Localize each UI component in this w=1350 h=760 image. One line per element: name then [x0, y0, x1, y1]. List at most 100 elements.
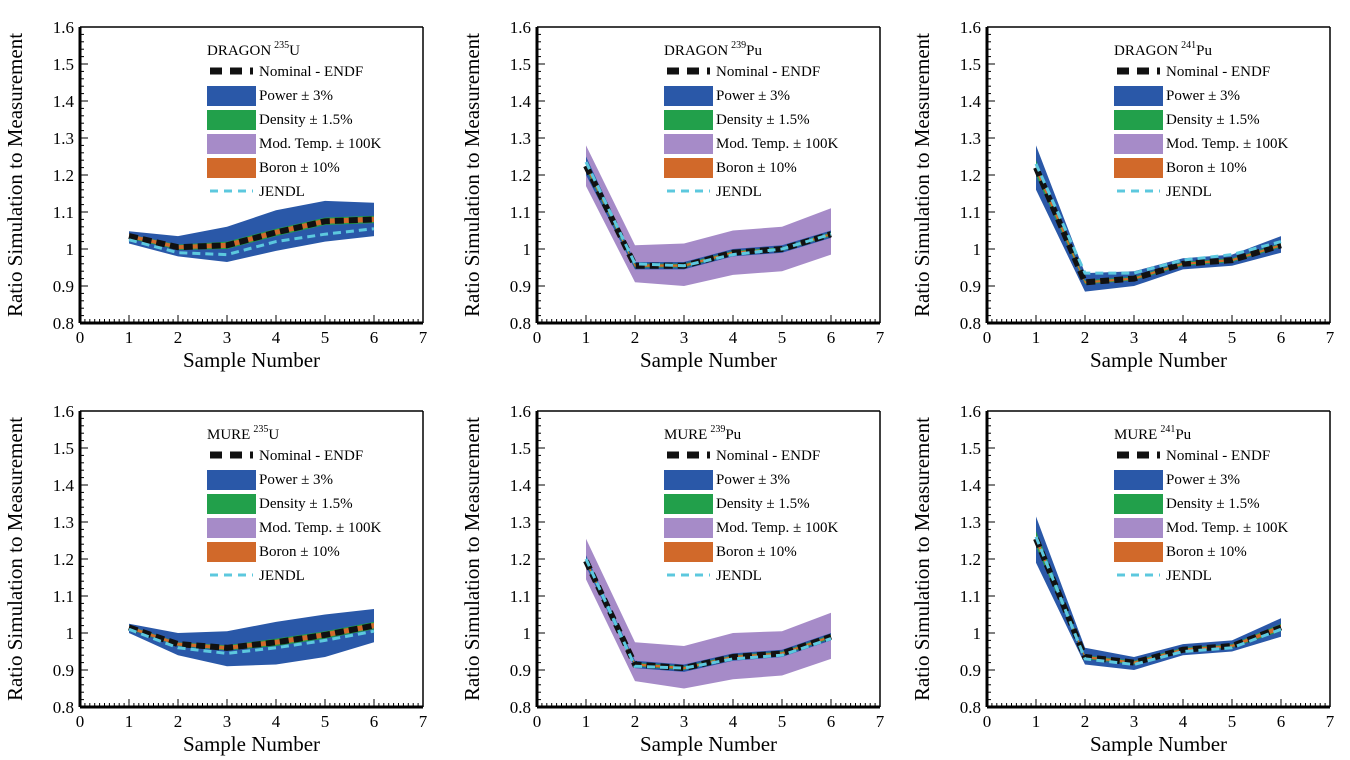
y-tick-label: 0.9 [53, 661, 74, 680]
x-tick-label: 6 [1277, 712, 1286, 731]
legend-item: Nominal - ENDF [210, 448, 363, 464]
panel-title: MURE 239Pu [664, 424, 742, 443]
legend-label: Density ± 1.5% [1166, 496, 1260, 512]
x-tick-label: 2 [174, 712, 183, 731]
legend-swatch [664, 542, 713, 562]
y-tick-label: 1.3 [53, 513, 74, 532]
legend-swatch [664, 110, 713, 130]
legend-label: Density ± 1.5% [716, 112, 810, 128]
legend-label: Mod. Temp. ± 100K [1166, 136, 1288, 152]
x-axis-title: Sample Number [640, 348, 777, 372]
x-tick-label: 4 [729, 712, 738, 731]
y-tick-label: 1.5 [510, 439, 531, 458]
y-tick-label: 0.8 [510, 698, 531, 717]
y-tick-label: 1.3 [960, 129, 981, 148]
legend-label: Nominal - ENDF [1166, 448, 1270, 464]
y-tick-label: 1.5 [960, 439, 981, 458]
x-tick-label: 1 [582, 328, 591, 347]
y-tick-label: 1.1 [53, 203, 74, 222]
y-tick-label: 1.3 [510, 513, 531, 532]
x-tick-label: 3 [680, 712, 689, 731]
y-tick-label: 1.2 [960, 550, 981, 569]
y-tick-label: 1.4 [960, 92, 982, 111]
legend-label: Nominal - ENDF [716, 448, 820, 464]
legend-label: Nominal - ENDF [716, 64, 820, 80]
legend-item: JENDL [667, 184, 762, 200]
x-tick-label: 4 [272, 328, 281, 347]
legend-item: JENDL [667, 568, 762, 584]
x-tick-label: 4 [1179, 712, 1188, 731]
legend-swatch [1114, 518, 1163, 538]
y-tick-label: 1.2 [510, 166, 531, 185]
x-tick-label: 4 [1179, 328, 1188, 347]
panel-title: DRAGON 241Pu [1114, 40, 1213, 59]
line-nominal-endf [128, 622, 375, 651]
legend-item: Power ± 3% [664, 470, 790, 490]
legend-label: Mod. Temp. ± 100K [1166, 520, 1288, 536]
x-tick-label: 3 [223, 712, 232, 731]
y-tick-label: 1.6 [53, 402, 74, 421]
y-tick-label: 0.9 [53, 277, 74, 296]
x-tick-label: 5 [321, 328, 330, 347]
legend-label: JENDL [716, 184, 762, 200]
legend-item: Boron ± 10% [207, 542, 340, 562]
legend-item: Nominal - ENDF [210, 64, 363, 80]
legend-item: Boron ± 10% [1114, 542, 1247, 562]
y-tick-label: 1.3 [510, 129, 531, 148]
legend-swatch [207, 134, 256, 154]
y-tick-label: 0.9 [510, 661, 531, 680]
x-tick-label: 1 [582, 712, 591, 731]
y-tick-label: 1 [66, 240, 75, 259]
legend-item: JENDL [1117, 184, 1212, 200]
chart-panel: 0 1 2 3 4 5 6 7 0.8 0.9 1 1.1 1.2 1.3 1.4 1.5 1.6 Sample … [3, 402, 428, 756]
y-tick-label: 1 [973, 624, 982, 643]
legend-label: Mod. Temp. ± 100K [716, 136, 838, 152]
legend-item: Mod. Temp. ± 100K [664, 518, 838, 538]
y-tick-label: 1.2 [960, 166, 981, 185]
y-tick-label: 1.4 [53, 92, 75, 111]
line-jendl [128, 227, 375, 257]
x-tick-label: 0 [76, 328, 85, 347]
legend-swatch [1114, 110, 1163, 130]
line-jendl [1034, 163, 1282, 275]
legend-item: Nominal - ENDF [667, 448, 820, 464]
y-tick-label: 1.5 [53, 55, 74, 74]
chart-panel: 0 1 2 3 4 5 6 7 0.8 0.9 1 1.1 1.2 1.3 1.4 1.5 1.6 Sample … [3, 18, 428, 372]
panel-title: DRAGON 239Pu [664, 40, 763, 59]
panel-title: MURE 241Pu [1114, 424, 1192, 443]
legend-label: Boron ± 10% [716, 544, 797, 560]
legend-label: Density ± 1.5% [259, 112, 353, 128]
y-axis-title: Ratio Simulation to Measurement [910, 417, 934, 701]
legend-label: JENDL [1166, 568, 1212, 584]
x-tick-label: 7 [419, 328, 428, 347]
band-power [129, 609, 374, 667]
legend-label: Nominal - ENDF [259, 64, 363, 80]
legend-label: Power ± 3% [259, 472, 333, 488]
legend-item: Boron ± 10% [207, 158, 340, 178]
legend-swatch [207, 110, 256, 130]
legend-swatch [1114, 86, 1163, 106]
y-axis-title: Ratio Simulation to Measurement [3, 417, 27, 701]
legend-swatch [664, 158, 713, 178]
x-tick-label: 0 [76, 712, 85, 731]
y-tick-label: 1.6 [960, 402, 981, 421]
x-tick-label: 2 [1081, 712, 1090, 731]
legend-item: Nominal - ENDF [667, 64, 820, 80]
x-tick-label: 5 [1228, 328, 1237, 347]
legend-item: JENDL [210, 568, 305, 584]
legend-label: JENDL [1166, 184, 1212, 200]
x-tick-label: 5 [778, 712, 787, 731]
chart-panel: 0 1 2 3 4 5 6 7 0.8 0.9 1 1.1 1.2 1.3 1.4 1.5 1.6 Sample … [910, 18, 1335, 372]
x-tick-label: 7 [1326, 712, 1335, 731]
y-tick-label: 1.4 [53, 476, 75, 495]
legend-label: Power ± 3% [259, 88, 333, 104]
y-tick-label: 1.6 [53, 18, 74, 37]
line-nominal-endf [583, 559, 832, 672]
legend-item: Density ± 1.5% [664, 494, 810, 514]
legend-label: Boron ± 10% [259, 544, 340, 560]
legend-label: Nominal - ENDF [1166, 64, 1270, 80]
y-tick-label: 0.8 [510, 314, 531, 333]
band-power [1036, 516, 1281, 670]
y-tick-label: 1.4 [510, 476, 532, 495]
x-tick-label: 7 [1326, 328, 1335, 347]
